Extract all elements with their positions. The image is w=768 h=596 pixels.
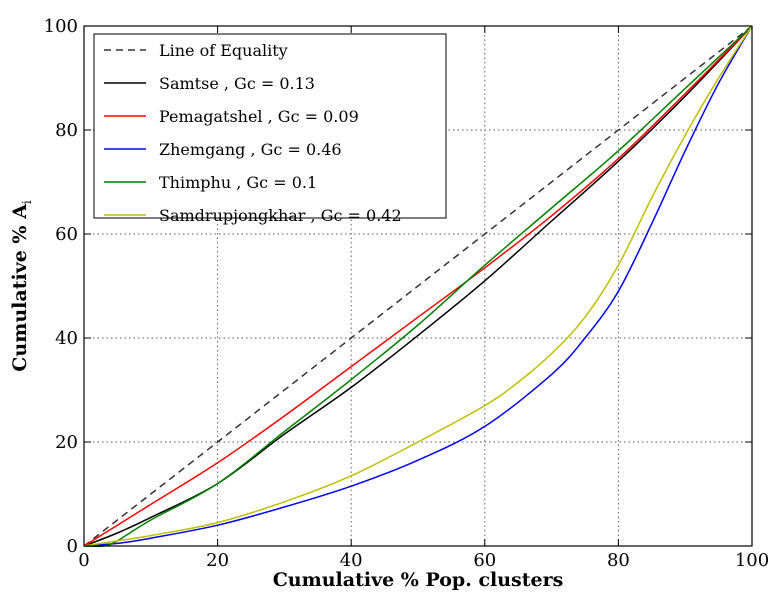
y-tick-label: 80	[55, 120, 78, 141]
x-tick-label: 20	[206, 550, 229, 571]
x-tick-label: 80	[607, 550, 630, 571]
x-axis-label: Cumulative % Pop. clusters	[273, 569, 564, 591]
x-tick-label: 60	[473, 550, 496, 571]
series-lines	[83, 25, 753, 548]
legend-label-4: Thimphu , Gc = 0.1	[159, 173, 317, 192]
legend-label-5: Samdrupjongkhar , Gc = 0.42	[159, 206, 402, 225]
series-line-4	[83, 25, 753, 548]
y-tick-label: 40	[55, 328, 78, 349]
series-line-3	[83, 25, 753, 547]
legend-frame	[93, 33, 447, 219]
y-axis-label-subscript: i	[20, 200, 34, 204]
y-tick-label: 100	[44, 16, 78, 37]
plot-frame	[83, 25, 753, 547]
series-line-0	[83, 25, 753, 547]
legend-label-3: Zhemgang , Gc = 0.46	[159, 140, 342, 159]
y-tick-label: 20	[55, 432, 78, 453]
legend: Line of Equality Samtse , Gc = 0.13 Pemaga…	[93, 33, 447, 225]
ticks: 0 20 40 60 80 100 0 20 40 60 80 100	[44, 16, 768, 571]
series-line-1	[83, 25, 753, 547]
series-line-5	[83, 25, 753, 547]
legend-label-2: Pemagatshel , Gc = 0.09	[159, 107, 359, 126]
series-line-2	[83, 25, 753, 547]
y-tick-label: 60	[55, 224, 78, 245]
legend-label-0: Line of Equality	[159, 41, 288, 60]
y-axis-label-main: Cumulative % A	[9, 204, 31, 372]
y-tick-label: 0	[67, 536, 78, 557]
x-tick-label: 40	[340, 550, 363, 571]
legend-label-1: Samtse , Gc = 0.13	[159, 74, 315, 93]
x-tick-label: 0	[78, 550, 89, 571]
y-axis-label: Cumulative % Ai	[9, 200, 34, 372]
x-tick-label: 100	[735, 550, 768, 571]
